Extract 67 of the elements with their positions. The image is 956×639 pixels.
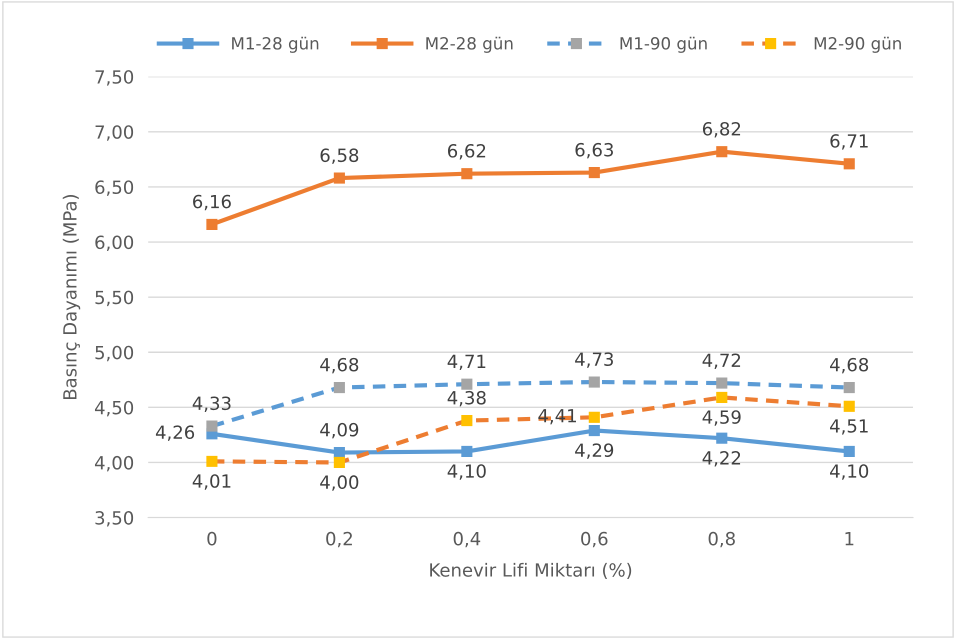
data-label: 4,09 (320, 422, 358, 438)
x-tick-label: 0,8 (708, 532, 735, 548)
point (716, 378, 728, 389)
data-label: 4,73 (575, 352, 613, 368)
data-label: 4,51 (830, 419, 868, 435)
data-label: 4,26 (156, 425, 194, 441)
point (206, 456, 218, 467)
data-label: 4,71 (448, 354, 486, 370)
point (206, 420, 218, 432)
legend-label: M1-90 gün (620, 36, 707, 53)
y-tick-label: 7,50 (96, 70, 134, 86)
data-label: 4,22 (702, 451, 740, 467)
point (844, 446, 855, 458)
y-tick-label: 3,50 (95, 511, 134, 527)
point (334, 382, 345, 394)
data-label: 4,00 (320, 475, 358, 491)
data-label: 4,72 (702, 353, 740, 369)
x-tick-label: 0 (207, 532, 216, 546)
data-label: 6,16 (193, 194, 231, 210)
data-label: 6,62 (448, 144, 486, 160)
y-tick-label: 4,50 (94, 400, 134, 416)
data-label: 6,63 (575, 142, 613, 158)
point (334, 447, 345, 458)
x-tick-label: 0,2 (326, 532, 352, 548)
point (716, 146, 728, 158)
point (588, 376, 600, 388)
point (588, 424, 600, 436)
point (206, 218, 218, 230)
data-label: 4,29 (575, 443, 614, 459)
data-label: 4,68 (830, 358, 868, 374)
point (461, 168, 472, 180)
y-axis-title: Basınç Dayanımı (MPa) (62, 195, 80, 400)
point (844, 400, 855, 412)
x-tick-label: 1 (845, 532, 854, 546)
legend-label: M2-90 gün (814, 36, 901, 53)
legend-label: M1-28 gün (232, 36, 318, 53)
x-tick-label: 0,6 (581, 532, 608, 548)
y-tick-label: 6,00 (95, 235, 134, 251)
point (844, 158, 855, 170)
data-label: 4,59 (702, 410, 741, 426)
x-axis-title: Kenevir Lifi Miktarı (%) (430, 562, 632, 579)
data-label: 6,58 (320, 148, 358, 164)
data-label: 4,10 (830, 464, 868, 480)
point (588, 412, 600, 423)
point (844, 382, 855, 394)
x-tick-label: 0,4 (454, 532, 480, 548)
y-tick-label: 5,00 (95, 346, 134, 362)
data-label: 4,38 (448, 390, 486, 406)
point (716, 432, 728, 444)
data-label: 4,68 (320, 358, 358, 374)
point (461, 446, 472, 458)
data-label: 4,01 (192, 474, 230, 490)
data-label: 4,33 (192, 396, 231, 412)
data-label: 6,82 (702, 122, 740, 138)
y-tick-label: 7,00 (96, 125, 134, 141)
y-tick-label: 4,00 (94, 456, 134, 472)
point (588, 167, 600, 178)
y-tick-label: 6,50 (95, 180, 134, 196)
data-label: 6,71 (830, 134, 868, 150)
data-label: 4,10 (448, 464, 486, 480)
point (334, 456, 345, 468)
point (334, 172, 345, 184)
y-tick-label: 5,50 (95, 290, 134, 306)
legend-label: M2-28 gün (426, 36, 512, 53)
point (461, 415, 472, 426)
point (716, 392, 728, 403)
point (461, 378, 472, 390)
